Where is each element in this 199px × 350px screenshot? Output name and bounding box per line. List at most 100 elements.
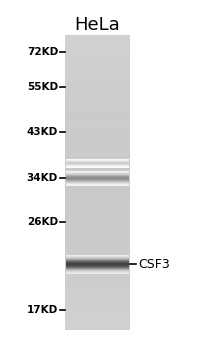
Bar — [66, 268, 129, 269]
Bar — [66, 165, 129, 166]
Text: 55KD: 55KD — [27, 82, 58, 92]
Bar — [65, 266, 130, 271]
Bar — [66, 265, 129, 266]
Bar — [66, 171, 129, 172]
Bar — [66, 164, 129, 165]
Bar — [66, 267, 129, 268]
Bar — [66, 162, 129, 163]
Text: 72KD: 72KD — [27, 47, 58, 57]
Bar — [65, 301, 130, 306]
Bar — [66, 163, 129, 164]
Bar — [66, 268, 129, 270]
Bar — [66, 175, 129, 176]
Bar — [65, 45, 130, 50]
Bar — [66, 178, 129, 179]
Bar — [65, 138, 130, 143]
Bar — [65, 187, 130, 192]
Bar — [66, 176, 129, 177]
Bar — [66, 166, 129, 167]
Bar — [66, 177, 129, 178]
Bar — [65, 286, 130, 290]
Bar — [65, 163, 130, 168]
Bar — [66, 166, 129, 167]
Bar — [65, 197, 130, 202]
Bar — [66, 159, 129, 160]
Bar — [65, 40, 130, 45]
Bar — [66, 167, 129, 168]
Bar — [65, 74, 130, 79]
Bar — [66, 184, 129, 185]
Bar — [66, 266, 129, 267]
Bar — [66, 184, 129, 185]
Bar — [65, 222, 130, 227]
Bar — [66, 166, 129, 167]
Bar — [66, 176, 129, 177]
Bar — [66, 161, 129, 162]
Bar — [66, 256, 129, 257]
Bar — [65, 241, 130, 246]
Bar — [66, 257, 129, 258]
Bar — [65, 158, 130, 163]
Bar — [66, 165, 129, 166]
Bar — [66, 259, 129, 260]
Bar — [66, 181, 129, 182]
Bar — [66, 261, 129, 262]
Bar — [66, 164, 129, 165]
Bar — [66, 271, 129, 272]
Bar — [66, 270, 129, 271]
Bar — [65, 207, 130, 212]
Bar — [65, 55, 130, 60]
Bar — [66, 161, 129, 162]
Text: 43KD: 43KD — [27, 127, 58, 137]
Bar — [66, 172, 129, 173]
Bar — [65, 148, 130, 153]
Bar — [65, 153, 130, 158]
Bar — [66, 172, 129, 173]
Bar — [66, 183, 129, 184]
Bar — [65, 310, 130, 315]
Bar — [66, 160, 129, 161]
Bar — [66, 159, 129, 160]
Bar — [66, 179, 129, 180]
Bar — [66, 163, 129, 164]
Bar — [65, 64, 130, 69]
Bar — [66, 265, 129, 266]
Bar — [65, 35, 130, 40]
Bar — [65, 124, 130, 128]
Bar — [66, 183, 129, 184]
Bar — [65, 227, 130, 232]
Bar — [65, 128, 130, 133]
Bar — [66, 163, 129, 164]
Bar — [66, 166, 129, 167]
Bar — [66, 162, 129, 163]
Bar — [66, 160, 129, 161]
Bar — [66, 261, 129, 262]
Bar — [66, 269, 129, 270]
Bar — [66, 257, 129, 258]
Text: 17KD: 17KD — [27, 305, 58, 315]
Bar — [66, 272, 129, 273]
Bar — [66, 259, 129, 260]
Bar — [65, 306, 130, 310]
Bar — [65, 256, 130, 261]
Bar — [66, 163, 129, 164]
Bar — [66, 262, 129, 263]
Bar — [65, 168, 130, 173]
Bar — [65, 173, 130, 177]
Bar — [65, 237, 130, 242]
Bar — [65, 246, 130, 251]
Bar — [66, 264, 129, 265]
Bar — [66, 262, 129, 263]
Bar — [66, 161, 129, 162]
Bar — [66, 256, 129, 257]
Bar — [66, 258, 129, 259]
Bar — [66, 174, 129, 175]
Bar — [66, 162, 129, 163]
Bar — [66, 182, 129, 183]
Text: HeLa: HeLa — [74, 16, 120, 34]
Bar — [65, 99, 130, 104]
Bar — [65, 94, 130, 99]
Bar — [66, 272, 129, 273]
Bar — [65, 320, 130, 325]
Text: CSF3: CSF3 — [138, 258, 170, 271]
